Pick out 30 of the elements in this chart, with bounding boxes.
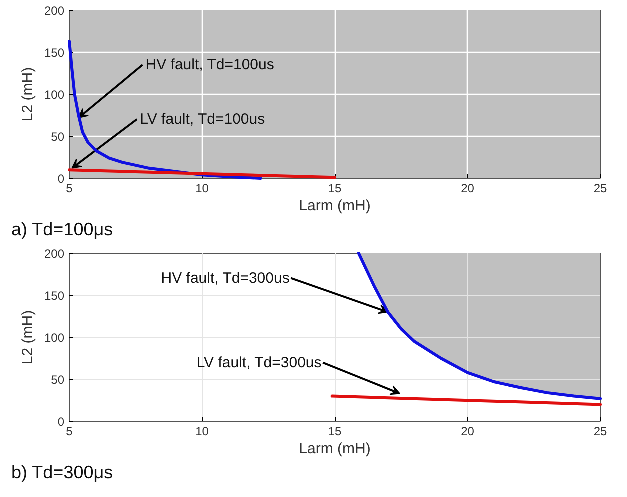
x-axis-title: Larm (mH) <box>299 440 371 458</box>
annotation: HV fault, Td=100us <box>146 56 274 74</box>
x-tick-label: 10 <box>196 182 210 196</box>
y-tick-label: 150 <box>44 289 65 303</box>
x-tick-label: 10 <box>196 424 210 438</box>
text: a) Td=100μs <box>12 220 114 240</box>
y-tick-label: 200 <box>44 4 65 18</box>
x-tick-label: 20 <box>461 424 475 438</box>
x-tick-label: 5 <box>66 424 74 438</box>
y-tick-label: 200 <box>44 247 65 261</box>
y-tick-label: 100 <box>44 331 65 345</box>
annotation: LV fault, Td=100us <box>140 110 266 128</box>
y-tick-label: 0 <box>58 415 65 429</box>
x-tick-label: 20 <box>461 182 475 196</box>
x-tick-label: 25 <box>594 182 608 196</box>
text: b) Td=300μs <box>12 462 114 482</box>
y-axis-title: L2 (mH) <box>19 67 36 122</box>
y-tick-label: 50 <box>51 130 65 144</box>
annotation: HV fault, Td=300us <box>161 270 290 287</box>
y-tick-label: 100 <box>44 88 65 102</box>
y-axis-title: L2 (mH) <box>19 310 36 365</box>
x-axis-title: Larm (mH) <box>299 198 371 214</box>
annotation: LV fault, Td=300us <box>196 354 322 372</box>
y-tick-label: 150 <box>44 46 65 60</box>
x-tick-label: 5 <box>66 182 74 196</box>
x-tick-label: 25 <box>594 424 608 438</box>
y-tick-label: 50 <box>51 373 65 387</box>
x-tick-label: 15 <box>328 424 342 438</box>
y-tick-label: 0 <box>58 172 65 186</box>
x-tick-label: 15 <box>328 182 342 196</box>
